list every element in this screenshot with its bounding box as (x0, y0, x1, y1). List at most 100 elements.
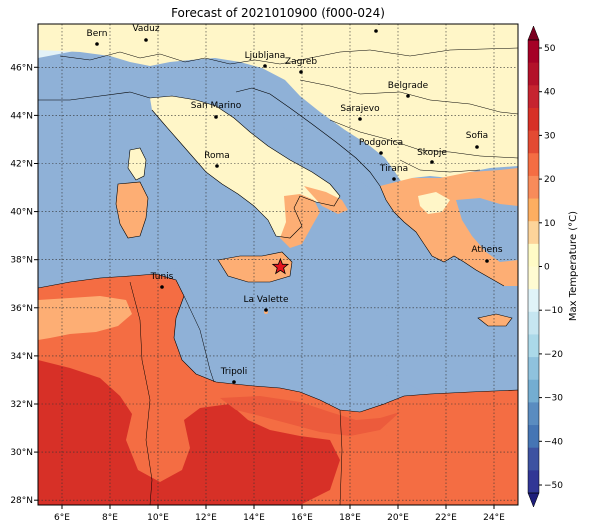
colorbar-band (528, 175, 539, 200)
sahara-very-hot (38, 360, 340, 505)
lat-tick-label: 28°N (10, 496, 33, 506)
adriatic-sea (236, 88, 380, 190)
lat-tick-label: 44°N (10, 111, 33, 121)
corsica (128, 148, 146, 180)
city-label: Roma (204, 151, 230, 161)
colorbar-band (528, 425, 539, 449)
lon-tick-label: 6°E (54, 513, 70, 523)
colorbar-band (528, 402, 539, 426)
lon-tick-label: 20°E (387, 513, 409, 523)
greece-warm (380, 168, 518, 286)
colorbar-tick-label: 10 (544, 219, 556, 229)
lat-tick-label: 36°N (10, 304, 33, 314)
colorbar-band (528, 62, 539, 86)
colorbar-band (528, 40, 539, 64)
gulf-of-sidra (196, 362, 420, 410)
sardinia (116, 182, 148, 238)
lon-tick-label: 18°E (339, 513, 361, 523)
city-dot (160, 285, 164, 289)
colorbar-tick-label: 0 (544, 263, 550, 273)
lon-tick-label: 14°E (243, 513, 265, 523)
colorbar-band (528, 266, 539, 290)
colorbar-tick-label: −30 (544, 394, 563, 404)
city-dot (215, 164, 219, 168)
north-africa-hot (38, 274, 518, 505)
city-dot (392, 177, 396, 181)
northern-landmass (38, 24, 518, 186)
colorbar-band (528, 357, 539, 381)
coastlines (38, 87, 518, 413)
country-borders (59, 47, 518, 505)
algeria-warm-patch (38, 296, 132, 340)
colorbar-tick-label: −20 (544, 350, 563, 360)
colorbar-band (528, 107, 539, 132)
colorbar-band (528, 470, 539, 494)
city-label: Bern (87, 29, 108, 39)
map-title: Forecast of 2021010900 (f000-024) (171, 6, 385, 20)
colorbar-tick-label: 40 (544, 88, 556, 98)
city-dot (232, 380, 236, 384)
colorbar-band (528, 198, 539, 222)
city-dot (214, 115, 218, 119)
lat-tick-label: 40°N (10, 208, 33, 218)
colorbar-tick-label: −50 (544, 481, 563, 491)
lon-tick-label: 24°E (483, 513, 505, 523)
city-dot (374, 29, 378, 33)
city-dot (144, 38, 148, 42)
colorbar-band (528, 289, 539, 313)
city-label: Podgorica (359, 138, 403, 148)
city-label: San Marino (191, 101, 242, 111)
colorbar-tick-label: −10 (544, 306, 563, 316)
city-dot (358, 117, 362, 121)
city-label: Tripoli (220, 367, 248, 377)
colorbar-band (528, 447, 539, 471)
lat-tick-label: 38°N (10, 256, 33, 266)
city-label: Tunis (150, 272, 174, 282)
colorbar-tick-label: −40 (544, 437, 563, 447)
map-axes: 6°E 8°E 10°E 12°E 14°E 16°E 18°E 20°E 22°E 24°E 46… (10, 63, 505, 523)
city-dot (475, 145, 479, 149)
colorbar-band (528, 243, 539, 267)
colorbar-band (528, 130, 539, 154)
colorbar-extend-min (527, 492, 540, 508)
gridlines (38, 24, 518, 505)
lat-tick-label: 32°N (10, 400, 33, 410)
colorbar-band (528, 379, 539, 403)
lat-tick-label: 30°N (10, 448, 33, 458)
city-dot (95, 42, 99, 46)
city-label: Sarajevo (340, 104, 380, 114)
crete (478, 314, 512, 326)
lat-tick-label: 46°N (10, 63, 33, 73)
greece-inland-cold (418, 192, 450, 214)
colorbar-band (528, 153, 539, 177)
city-dot (430, 160, 434, 164)
lat-tick-label: 42°N (10, 159, 33, 169)
city-dot (485, 259, 489, 263)
colorbar-band (528, 85, 539, 109)
city-label: Zagreb (285, 57, 317, 67)
colorbar-label: Max Temperature (°C) (568, 211, 579, 321)
city-dot (379, 151, 383, 155)
city-dot (299, 70, 303, 74)
city-label: Budapest (355, 16, 398, 26)
puglia-warm (304, 186, 348, 214)
colorbar-extend-max (527, 25, 540, 41)
city-dot (263, 64, 267, 68)
city-label: Vaduz (132, 24, 159, 34)
city-dot (406, 94, 410, 98)
city-label: Tirana (379, 164, 408, 174)
forecast-point-star-icon (271, 257, 290, 275)
tyrrhenian-sea (38, 92, 306, 286)
lon-tick-label: 12°E (195, 513, 217, 523)
colorbar-tick-label: 30 (544, 131, 556, 141)
colorbar-tick-label: 50 (544, 44, 556, 54)
city-label: Skopje (417, 148, 447, 158)
colorbar: 50 40 30 20 10 0 −10 −20 −30 −40 −50 (527, 25, 563, 508)
lat-tick-label: 34°N (10, 352, 33, 362)
city-dot (264, 308, 268, 312)
colorbar-band (528, 221, 539, 245)
lon-tick-label: 16°E (291, 513, 313, 523)
lon-tick-label: 10°E (147, 513, 169, 523)
city-label: Athens (471, 245, 502, 255)
